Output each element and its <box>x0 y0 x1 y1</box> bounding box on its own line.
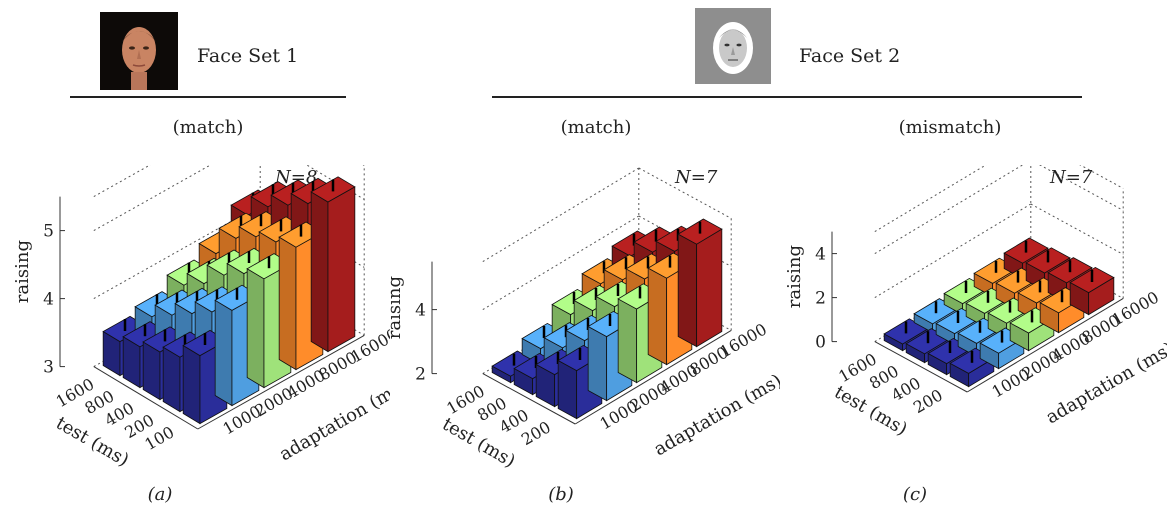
y-tick-label: 2 <box>815 289 826 309</box>
n-label: N=7 <box>1049 167 1093 188</box>
condition-label-a: (match) <box>172 117 244 138</box>
y-tick-label: 2 <box>415 365 426 385</box>
face-set-2-label: Face Set 2 <box>799 45 901 67</box>
bar <box>1069 266 1115 316</box>
y-tick-label: 4 <box>815 245 826 265</box>
caption-b: (b) <box>548 484 574 505</box>
y-tick-label: 0 <box>815 333 826 353</box>
caption-a: (a) <box>147 484 173 505</box>
condition-label-b: (match) <box>560 117 632 138</box>
y-tick-label: 5 <box>43 222 54 242</box>
y-tick-label: 3 <box>43 358 54 378</box>
z-tick-label: 16000 <box>1109 288 1163 330</box>
face-set-1-label: Face Set 1 <box>197 45 299 67</box>
y-tick-label: 4 <box>43 290 54 310</box>
condition-label-c: (mismatch) <box>898 117 1002 138</box>
caption-c: (c) <box>902 484 928 505</box>
n-label: N=8 <box>274 167 317 188</box>
bar <box>310 176 356 353</box>
y-axis-label: raising <box>784 245 805 308</box>
y-axis-label: raising <box>390 276 405 339</box>
face-set-1-image <box>100 12 178 90</box>
y-tick-label: 4 <box>415 301 426 321</box>
face-set-1-rule <box>70 96 346 98</box>
bar <box>677 218 723 348</box>
y-axis-label: raising <box>12 240 33 303</box>
face-set-2-image <box>695 8 771 84</box>
face-set-2-rule <box>492 96 1082 98</box>
z-tick-label: 16000 <box>717 320 771 362</box>
n-label: N=7 <box>674 167 718 188</box>
